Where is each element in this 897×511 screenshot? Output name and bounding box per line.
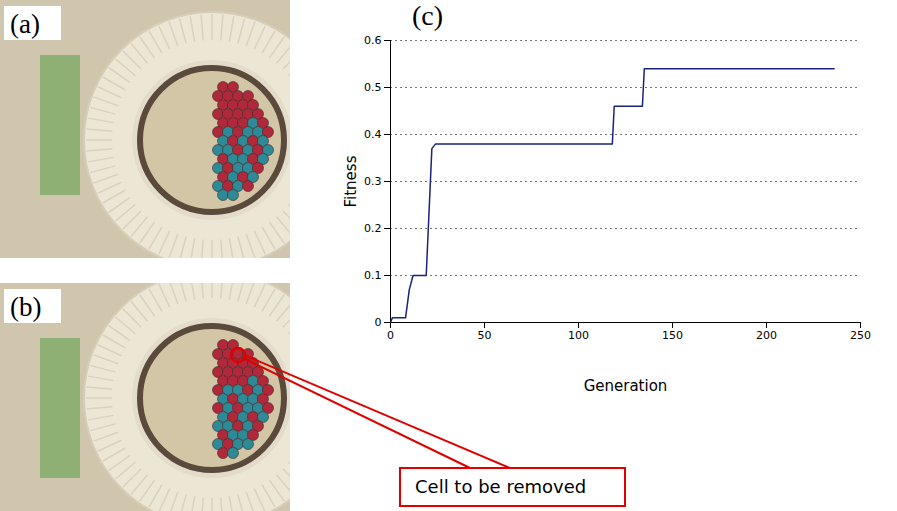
svg-text:0.2: 0.2 [364,222,382,235]
svg-text:(b): (b) [10,292,41,322]
svg-text:100: 100 [568,329,589,342]
svg-text:0.3: 0.3 [364,175,382,188]
svg-text:250: 250 [850,329,871,342]
svg-text:(a): (a) [10,9,40,39]
svg-text:0.1: 0.1 [364,269,382,282]
svg-text:0: 0 [375,316,382,329]
svg-text:Generation: Generation [584,377,668,395]
svg-text:Fitness: Fitness [342,155,360,207]
html-text:(c): (c) [412,0,444,31]
svg-text:0: 0 [387,329,394,342]
svg-text:Cell to be removed: Cell to be removed [415,476,586,497]
svg-text:150: 150 [662,329,683,342]
svg-text:0.6: 0.6 [364,34,382,47]
svg-text:50: 50 [478,329,492,342]
svg-text:200: 200 [756,329,777,342]
svg-text:0.5: 0.5 [364,81,382,94]
svg-text:0.4: 0.4 [364,128,382,141]
